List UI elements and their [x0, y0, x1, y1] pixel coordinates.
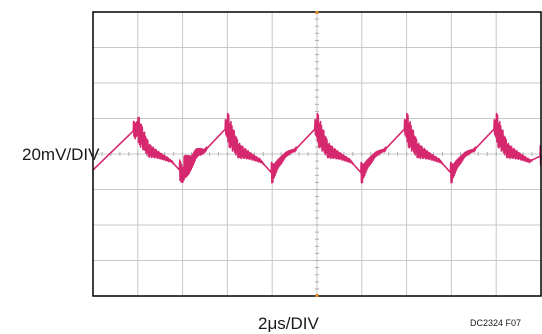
ripple-waveform: [92, 112, 542, 184]
waveform-line: [92, 112, 542, 184]
trigger-marker-bottom: [315, 294, 319, 297]
trigger-markers: [315, 11, 319, 297]
x-axis-label: 2μs/DIV: [258, 314, 319, 333]
figure-id: DC2324 F07: [470, 318, 522, 328]
y-axis-label: 20mV/DIV: [22, 145, 100, 164]
trigger-marker-top: [315, 11, 319, 14]
